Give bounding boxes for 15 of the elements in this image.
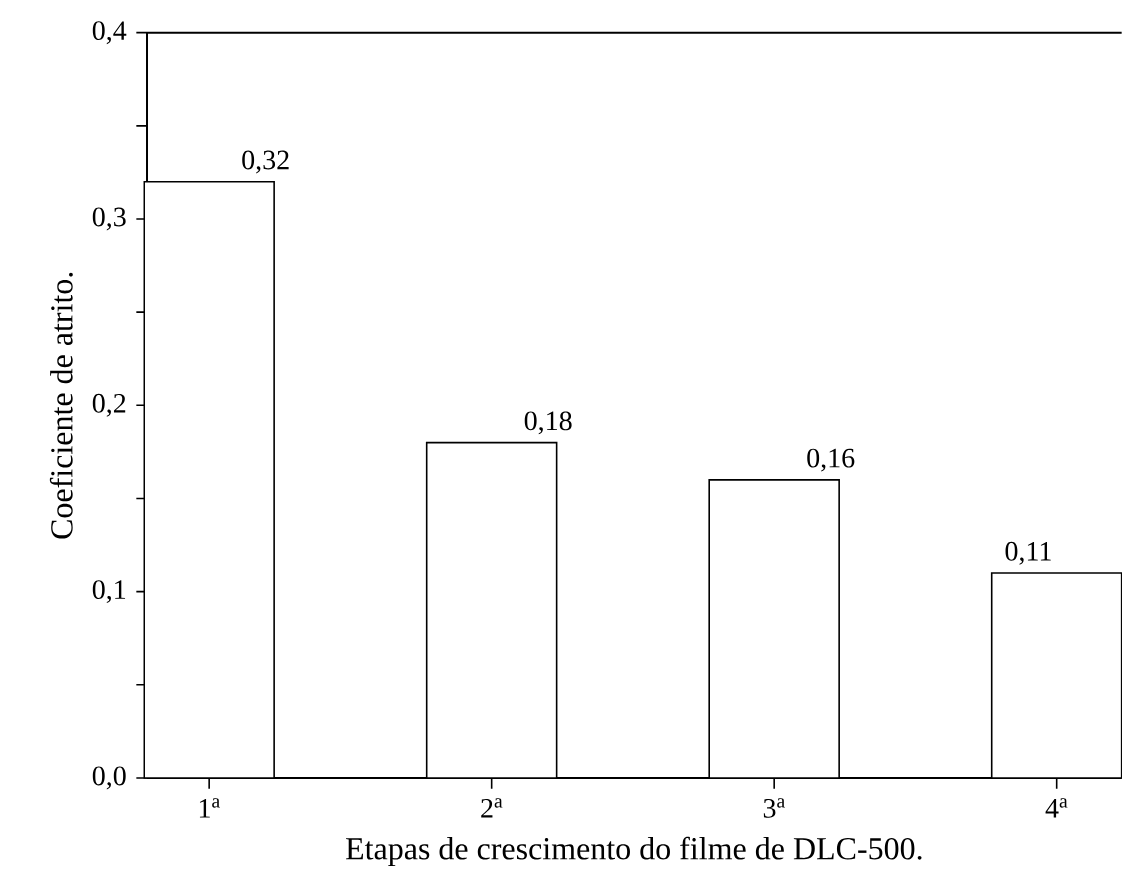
data-label: 0,18	[524, 411, 572, 435]
data-label: 0,11	[1005, 541, 1051, 565]
x-axis-title: Etapas de crescimento do filme de DLC-500.	[346, 836, 922, 867]
y-axis-title: Coeficiente de atrito.	[49, 272, 73, 539]
y-tick-label: 0,2	[92, 393, 126, 417]
y-tick-label: 0,4	[92, 21, 127, 45]
data-label: 0,32	[242, 150, 289, 174]
x-tick-label: 1$^{a}$	[199, 798, 220, 818]
y-tick-label: 0,0	[92, 766, 126, 790]
x-tick-label: 4$^{a}$	[1045, 798, 1068, 818]
y-tick-label: 0,1	[92, 580, 126, 604]
x-tick-label: 2$^{a}$	[481, 798, 503, 818]
data-label: 0,16	[807, 448, 855, 472]
y-tick-label: 0,3	[92, 207, 126, 231]
x-tick-label: 3$^{a}$	[763, 798, 785, 818]
